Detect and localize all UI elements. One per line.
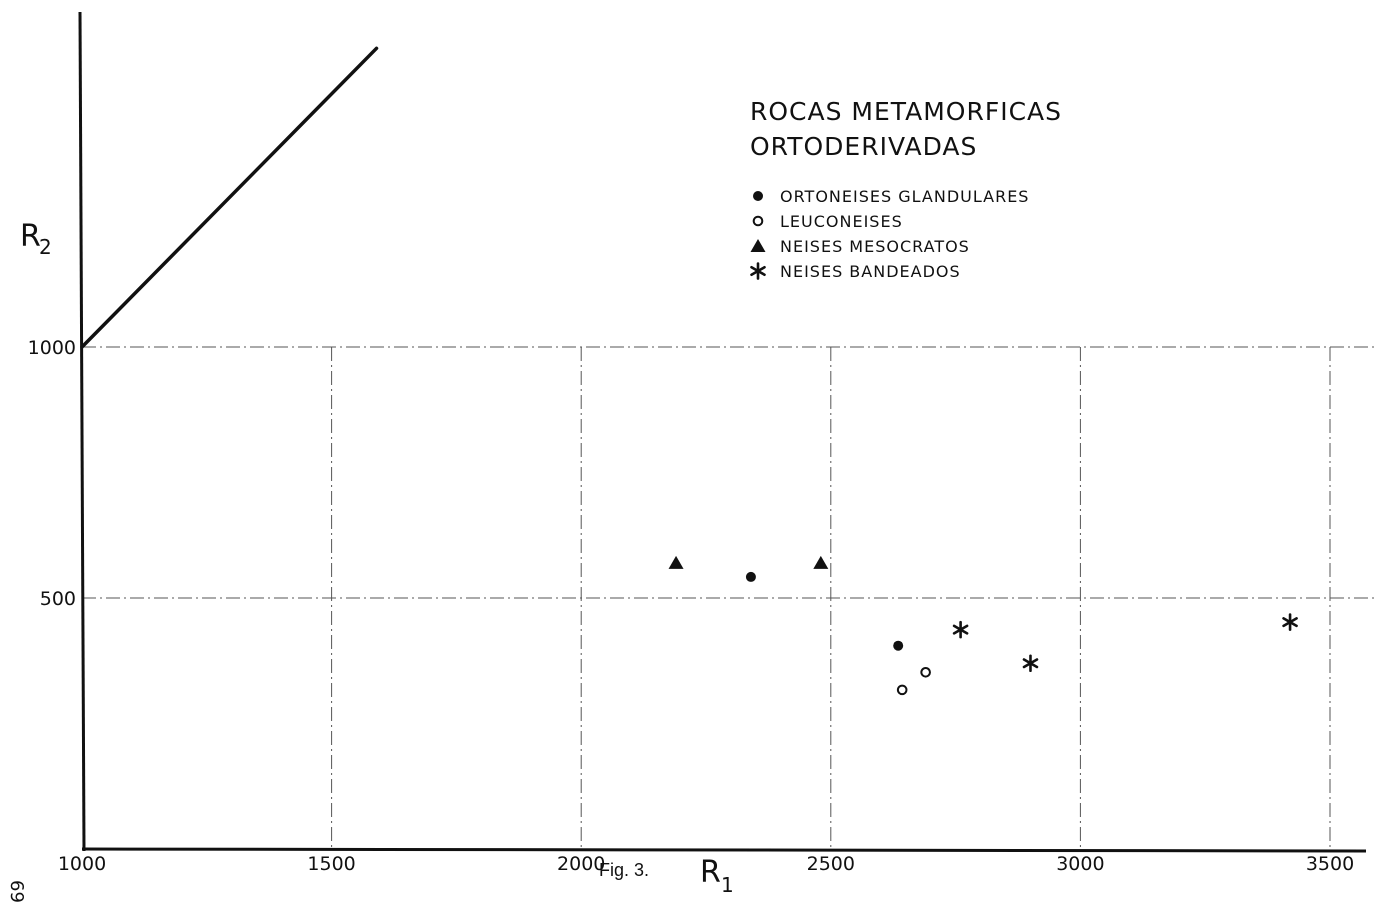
legend-item-3: NEISES BANDEADOS xyxy=(750,262,961,281)
data-point-s3-p0 xyxy=(952,620,969,639)
legend-item-1: LEUCONEISES xyxy=(752,212,903,231)
tick-labels: 1000 1500 2000 2500 3000 3500 500 1000 xyxy=(28,337,1355,875)
legend-marker-2 xyxy=(750,239,766,252)
legend: ORTONEISES GLANDULARES LEUCONEISES NEISES … xyxy=(750,187,1029,281)
reference-line xyxy=(80,46,379,349)
legend-label-0: ORTONEISES GLANDULARES xyxy=(780,187,1029,206)
y-axis-label: R 2 xyxy=(20,219,52,259)
x-axis-line xyxy=(81,847,1367,853)
x-axis-label-sub: 1 xyxy=(721,873,734,897)
x-tick-label-2000: 2000 xyxy=(557,853,605,875)
y-tick-label-1000: 1000 xyxy=(28,337,76,359)
legend-marker-3 xyxy=(750,262,766,280)
legend-marker-0 xyxy=(753,191,763,201)
data-point-s0-p0 xyxy=(745,571,756,582)
data-point-s3-p1 xyxy=(1022,654,1039,673)
chart-title-line-2: ORTODERIVADAS xyxy=(750,132,977,161)
data-point-s2-p0 xyxy=(668,555,684,569)
x-axis-label-main: R xyxy=(700,855,721,890)
data-point-s1-p1 xyxy=(920,666,931,678)
axes xyxy=(78,11,1367,853)
y-tick-label-500: 500 xyxy=(40,588,76,610)
y-axis-label-sub: 2 xyxy=(39,235,52,259)
legend-item-2: NEISES MESOCRATOS xyxy=(750,237,970,256)
legend-item-0: ORTONEISES GLANDULARES xyxy=(753,187,1029,206)
reference-line-group xyxy=(80,46,379,349)
legend-marker-1 xyxy=(752,215,764,227)
legend-label-2: NEISES MESOCRATOS xyxy=(780,237,970,256)
x-tick-label-1500: 1500 xyxy=(307,853,355,875)
y-axis-line xyxy=(78,11,86,852)
x-tick-label-2500: 2500 xyxy=(807,853,855,875)
page-number: 69 xyxy=(6,880,27,903)
data-point-s3-p2 xyxy=(1282,613,1298,631)
x-tick-label-3500: 3500 xyxy=(1306,853,1354,875)
chart-title: ROCAS METAMORFICAS ORTODERIVADAS xyxy=(750,97,1062,161)
x-tick-label-1000: 1000 xyxy=(58,853,106,875)
legend-label-3: NEISES BANDEADOS xyxy=(780,262,961,281)
legend-label-1: LEUCONEISES xyxy=(780,212,903,231)
data-point-s1-p0 xyxy=(896,684,908,696)
data-points xyxy=(668,555,1298,696)
chart-title-line-1: ROCAS METAMORFICAS xyxy=(750,97,1062,126)
x-tick-label-3000: 3000 xyxy=(1056,853,1104,875)
data-point-s0-p1 xyxy=(893,640,904,651)
x-axis-label: R 1 xyxy=(700,855,734,897)
grid-lines xyxy=(82,346,1374,849)
figure-caption: Fig. 3. xyxy=(599,860,649,880)
y-axis-label-main: R xyxy=(20,219,41,254)
data-point-s2-p1 xyxy=(813,555,829,569)
